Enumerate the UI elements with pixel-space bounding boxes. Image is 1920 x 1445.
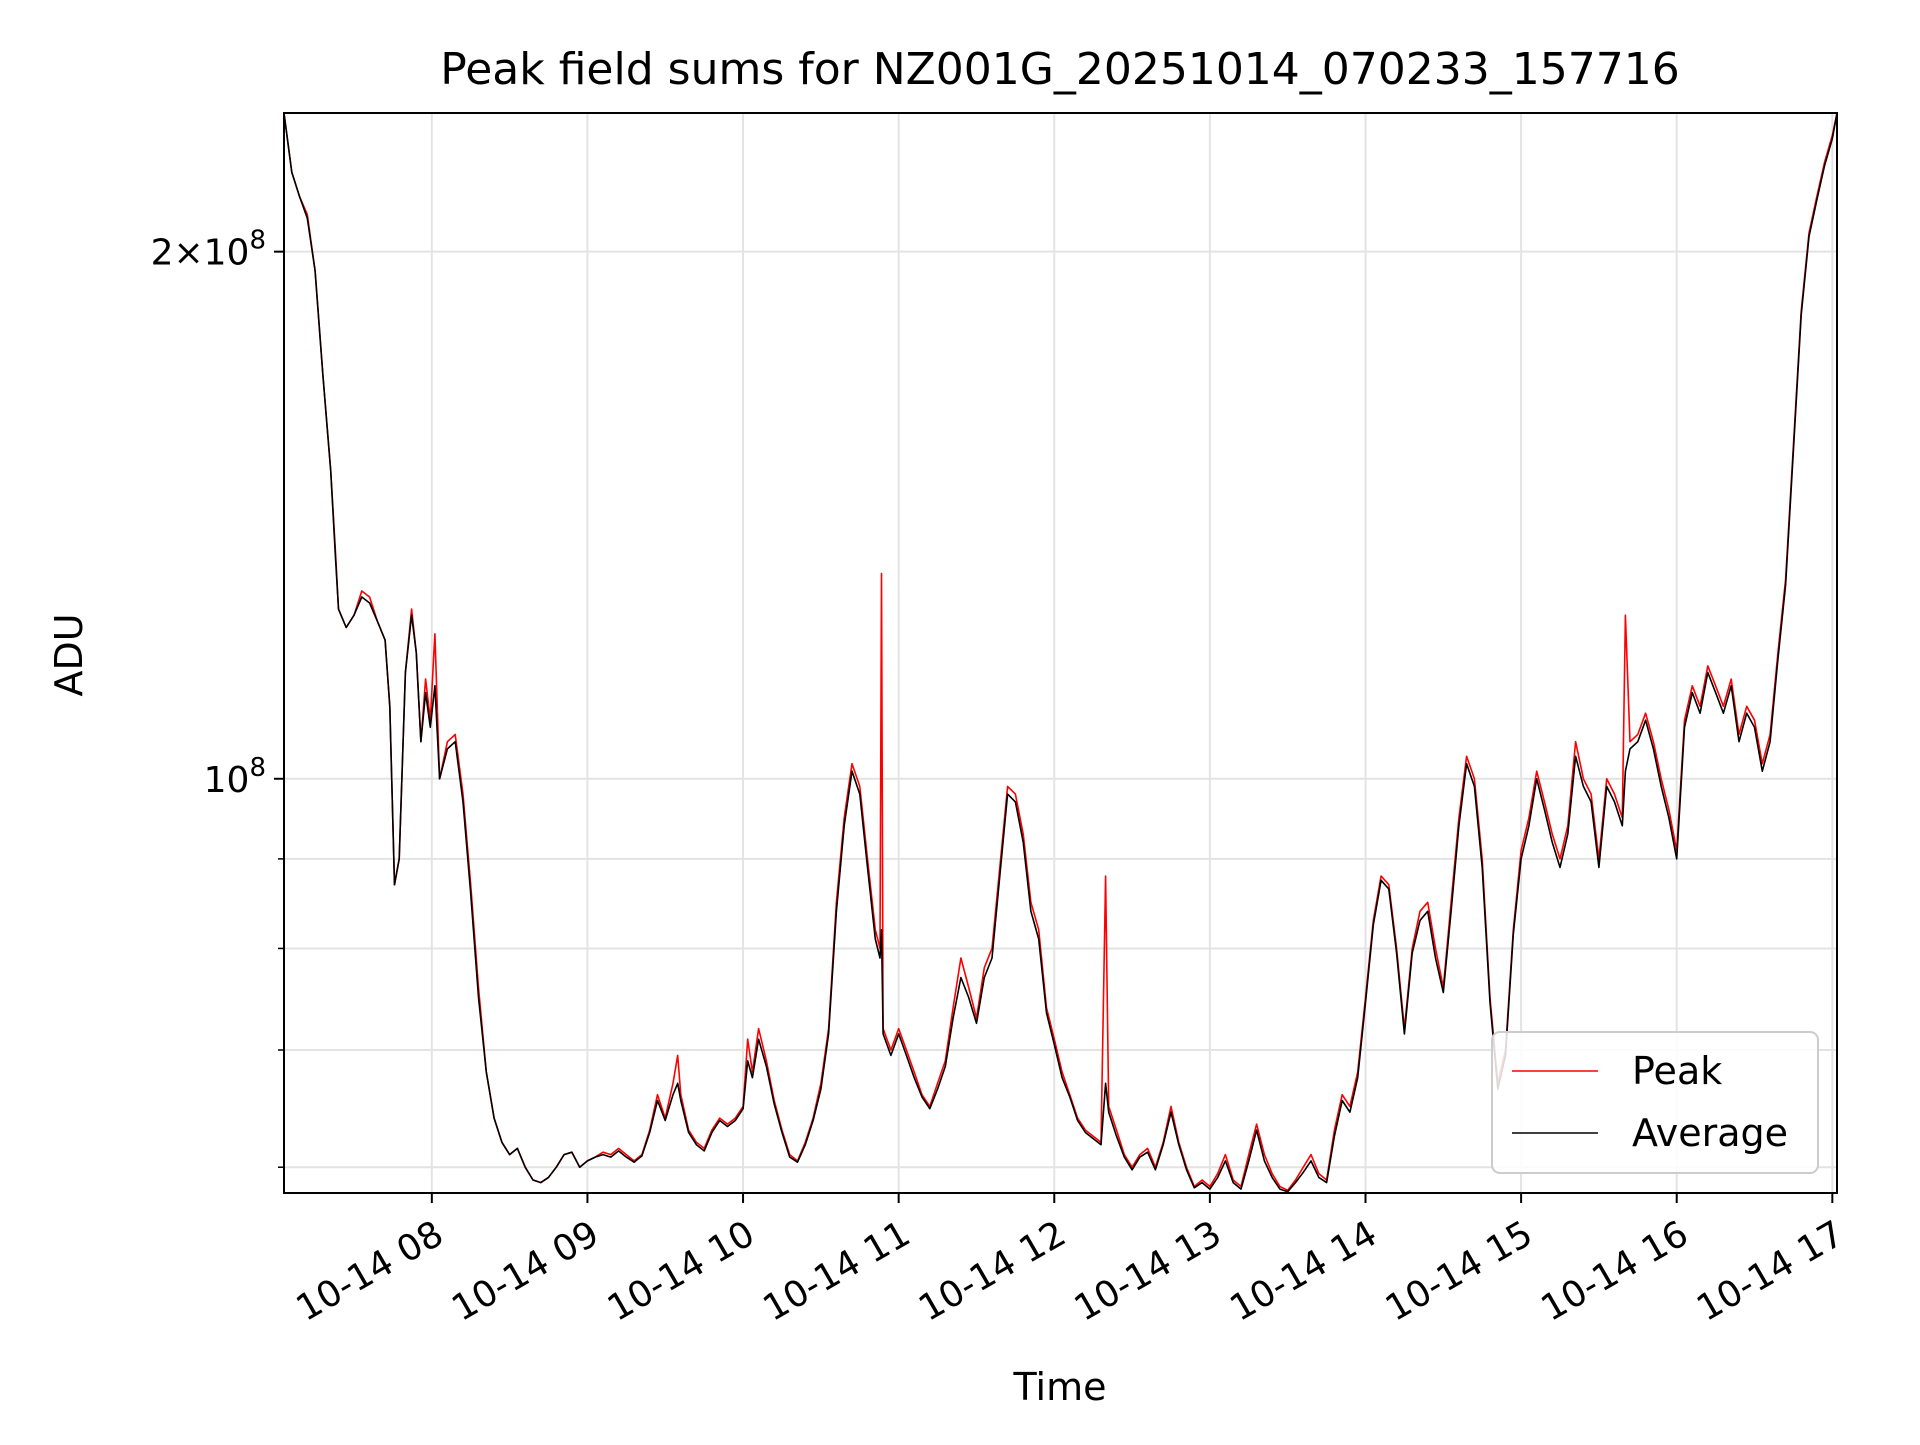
chart-title: Peak field sums for NZ001G_20251014_0702…	[440, 44, 1679, 95]
x-axis-label: Time	[1013, 1365, 1107, 1409]
legend-label-average: Average	[1632, 1111, 1788, 1155]
y-tick-label: 2×108	[151, 226, 266, 274]
legend-box	[1491, 1031, 1819, 1174]
plot-frame	[283, 112, 1838, 1194]
y-axis-label: ADU	[47, 613, 91, 696]
legend-label-peak: Peak	[1632, 1049, 1722, 1093]
y-axis-ticks: 108 2×108	[151, 226, 284, 1168]
series-line-average	[284, 113, 1837, 1193]
legend: Peak Average	[1491, 1031, 1819, 1174]
series-lines	[284, 113, 1837, 1193]
y-tick-label: 108	[204, 753, 266, 801]
